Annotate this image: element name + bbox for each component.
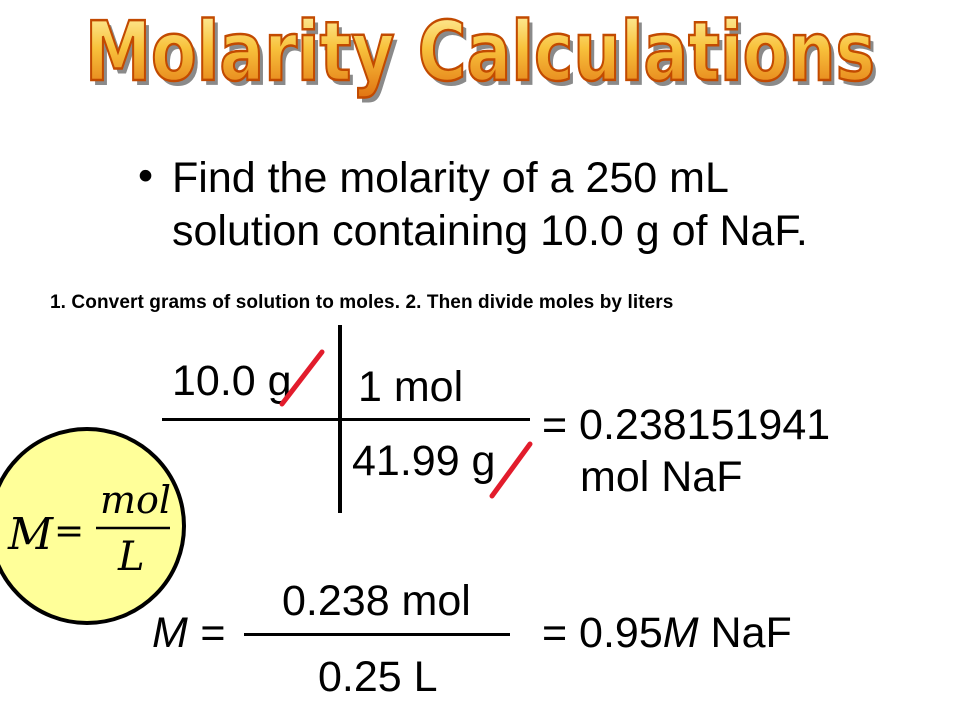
final-numerator: 0.238 mol bbox=[282, 577, 471, 625]
bullet-text: Find the molarity of a 250 mL solution c… bbox=[172, 152, 932, 258]
final-lhs: M = bbox=[152, 612, 225, 655]
final-denominator: 0.25 L bbox=[318, 653, 438, 701]
final-lhs-text: M = bbox=[152, 609, 225, 657]
conversion-result-line-1: = 0.238151941 bbox=[542, 401, 831, 449]
given-mass: 10.0 g bbox=[172, 357, 292, 405]
tchart-horizontal-line bbox=[162, 418, 530, 421]
factor-denominator: 41.99 g bbox=[352, 437, 496, 485]
final-result: = 0.95M NaF bbox=[542, 612, 792, 655]
formula-lhs: M bbox=[7, 509, 54, 560]
title-wordart: Molarity Calculations Molarity Calculati… bbox=[84, 4, 879, 105]
cancel-mark-grams-bottom bbox=[489, 441, 533, 499]
final-fraction-bar bbox=[244, 633, 510, 636]
final-result-suffix: NaF bbox=[698, 609, 792, 657]
title-shadow: Molarity Calculations bbox=[89, 10, 879, 105]
formula-numerator: mol bbox=[100, 478, 171, 522]
bullet-line-2: solution containing 10.0 g of NaF. bbox=[172, 207, 808, 255]
conversion-result-line-2: mol NaF bbox=[580, 453, 743, 501]
page-title: Molarity Calculations bbox=[85, 5, 875, 100]
molarity-formula-circle: M = mol L bbox=[0, 427, 186, 625]
bullet-line-1: Find the molarity of a 250 mL bbox=[172, 154, 729, 202]
formula-denominator: L bbox=[117, 534, 145, 580]
final-result-prefix: = 0.95 bbox=[542, 609, 663, 657]
final-result-unit-italic: M bbox=[662, 609, 699, 657]
factor-numerator: 1 mol bbox=[358, 363, 464, 411]
formula-equals: = bbox=[54, 511, 84, 552]
steps-instruction: 1. Convert grams of solution to moles. 2… bbox=[50, 292, 674, 313]
bullet-dot: • bbox=[138, 152, 154, 200]
